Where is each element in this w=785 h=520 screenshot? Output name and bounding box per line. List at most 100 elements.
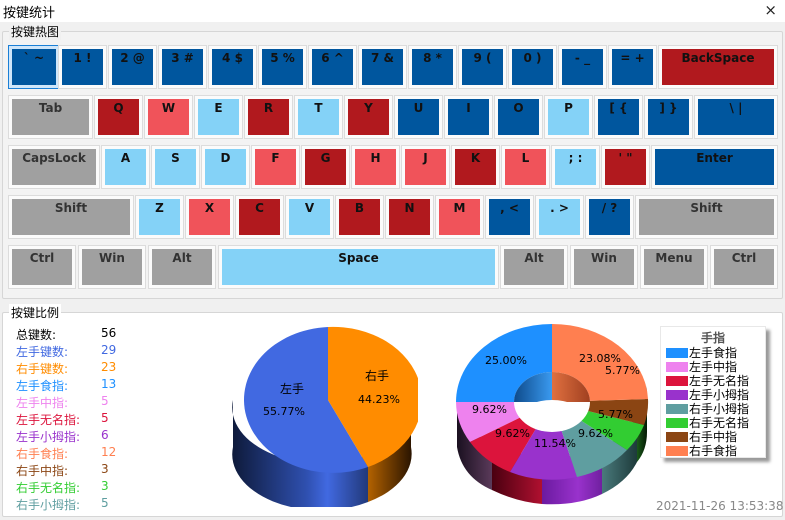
key-3[interactable]: 3 # (158, 45, 207, 89)
legend-item: 右手小拇指 (661, 402, 765, 416)
key-[interactable]: / ? (585, 195, 634, 239)
key-win[interactable]: Win (78, 245, 146, 289)
key-[interactable]: , < (485, 195, 534, 239)
key-u[interactable]: U (394, 95, 443, 139)
key-backspace[interactable]: BackSpace (658, 45, 778, 89)
key-s[interactable]: S (151, 145, 200, 189)
legend-label: 右手小拇指 (689, 402, 750, 416)
key-[interactable]: ; : (551, 145, 600, 189)
key-v[interactable]: V (285, 195, 334, 239)
key-1[interactable]: 1 ! (58, 45, 107, 89)
stat-label: 左手小拇指: (16, 430, 81, 444)
stat-value: 5 (101, 411, 109, 425)
key-5[interactable]: 5 % (258, 45, 307, 89)
key-capslock[interactable]: CapsLock (8, 145, 100, 189)
legend-swatch (666, 376, 688, 386)
key-space[interactable]: Space (218, 245, 499, 289)
key-alt[interactable]: Alt (148, 245, 216, 289)
stat-value: 3 (101, 479, 109, 493)
key-ctrl[interactable]: Ctrl (8, 245, 76, 289)
key-j[interactable]: J (401, 145, 450, 189)
pct-left-index: 25.00% (485, 354, 527, 367)
key-[interactable]: . > (535, 195, 584, 239)
pct-left-ring: 9.62% (495, 427, 530, 440)
legend-label: 左手食指 (689, 346, 738, 360)
key-y[interactable]: Y (344, 95, 393, 139)
stat-label: 右手无名指: (16, 481, 81, 495)
key-z[interactable]: Z (135, 195, 184, 239)
legend-swatch (666, 446, 688, 456)
key-2[interactable]: 2 @ (108, 45, 157, 89)
pct-right-index: 23.08% (579, 352, 621, 365)
legend-item: 左手无名指 (661, 374, 765, 388)
key-alt[interactable]: Alt (500, 245, 568, 289)
right-hand-pct: 44.23% (358, 393, 400, 406)
key-tab[interactable]: Tab (8, 95, 93, 139)
key-[interactable]: = + (608, 45, 657, 89)
key-k[interactable]: K (451, 145, 500, 189)
key-e[interactable]: E (194, 95, 243, 139)
right-hand-slice (328, 326, 418, 467)
legend-swatch (666, 432, 688, 442)
title-bar: 按键统计 × (0, 0, 785, 22)
legend-label: 左手无名指 (689, 374, 750, 388)
legend-item: 右手中指 (661, 430, 765, 444)
pct-right-pinky: 9.62% (578, 427, 613, 440)
key-shift[interactable]: Shift (635, 195, 778, 239)
legend-label: 左手小拇指 (689, 388, 750, 402)
key-d[interactable]: D (201, 145, 250, 189)
key-f[interactable]: F (251, 145, 300, 189)
key-9[interactable]: 9 ( (458, 45, 507, 89)
key-8[interactable]: 8 * (408, 45, 457, 89)
key-q[interactable]: Q (94, 95, 143, 139)
key-0[interactable]: 0 ) (508, 45, 557, 89)
key-x[interactable]: X (185, 195, 234, 239)
key-r[interactable]: R (244, 95, 293, 139)
stat-label: 右手键数: (16, 362, 69, 376)
key-7[interactable]: 7 & (358, 45, 407, 89)
key-[interactable]: ] } (644, 95, 693, 139)
stat-label: 总键数: (16, 328, 57, 342)
finger-ratio-doughnut-chart: 25.00% 9.62% 9.62% 11.54% 9.62% 5.77% 5.… (456, 323, 649, 505)
key-w[interactable]: W (144, 95, 193, 139)
key-a[interactable]: A (101, 145, 150, 189)
key-[interactable]: ` ~ (8, 45, 60, 89)
key-n[interactable]: N (385, 195, 434, 239)
key-6[interactable]: 6 ^ (308, 45, 357, 89)
key-win[interactable]: Win (570, 245, 638, 289)
key-b[interactable]: B (335, 195, 384, 239)
stat-value: 23 (101, 360, 117, 374)
left-hand-slice (243, 327, 368, 473)
legend-swatch (666, 348, 688, 358)
key-g[interactable]: G (301, 145, 350, 189)
stat-value: 5 (101, 496, 109, 510)
key-ctrl[interactable]: Ctrl (710, 245, 778, 289)
legend-swatch (666, 418, 688, 428)
stat-value: 29 (101, 343, 117, 357)
key-4[interactable]: 4 $ (208, 45, 257, 89)
key-h[interactable]: H (351, 145, 400, 189)
pct-left-middle: 9.62% (472, 403, 507, 416)
key-[interactable]: \ | (694, 95, 778, 139)
stats-group-label: 按键比例 (9, 304, 62, 321)
legend-label: 左手中指 (689, 360, 738, 374)
key-[interactable]: - _ (558, 45, 607, 89)
key-i[interactable]: I (444, 95, 493, 139)
key-enter[interactable]: Enter (651, 145, 778, 189)
legend-item: 左手中指 (661, 360, 765, 374)
key-shift[interactable]: Shift (8, 195, 134, 239)
close-icon[interactable]: × (764, 1, 777, 19)
pct-right-ring: 5.77% (598, 408, 633, 421)
key-c[interactable]: C (235, 195, 284, 239)
key-[interactable]: [ { (594, 95, 643, 139)
stat-label: 右手食指: (16, 447, 69, 461)
key-m[interactable]: M (435, 195, 484, 239)
key-o[interactable]: O (494, 95, 543, 139)
key-[interactable]: ' " (601, 145, 650, 189)
finger-legend: 手指 左手食指 左手中指 左手无名指 左手小拇指 右手小拇指 右手无名指 右手中指 右手食指 (660, 326, 766, 458)
key-menu[interactable]: Menu (640, 245, 708, 289)
key-l[interactable]: L (501, 145, 550, 189)
key-t[interactable]: T (294, 95, 343, 139)
key-p[interactable]: P (544, 95, 593, 139)
legend-label: 右手无名指 (689, 416, 750, 430)
